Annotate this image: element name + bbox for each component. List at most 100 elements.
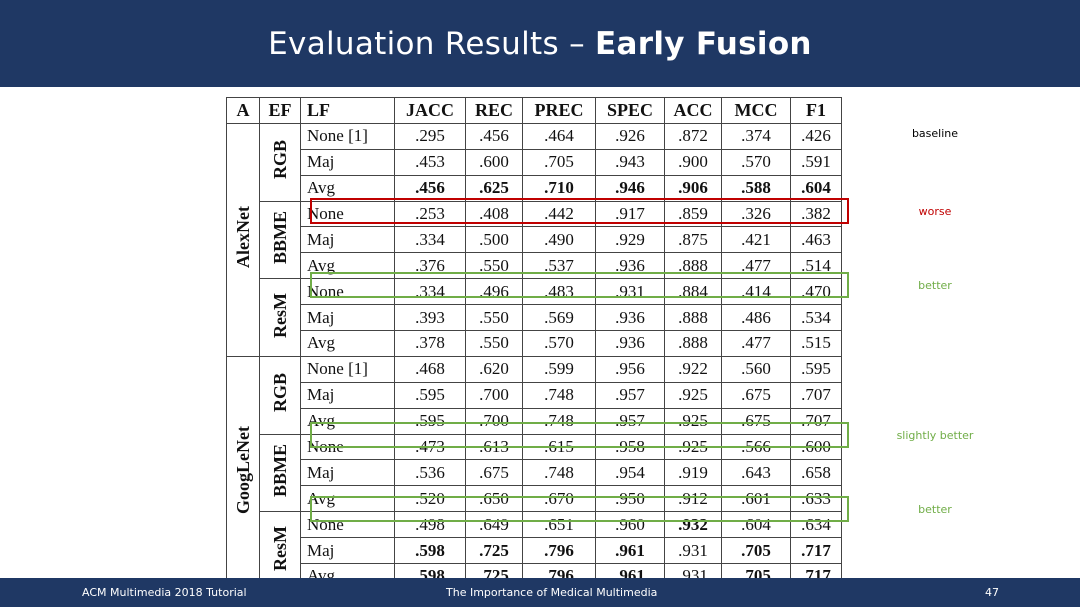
metric-cell: .595 bbox=[394, 407, 466, 435]
metric-cell: .649 bbox=[465, 511, 523, 539]
metric-cell: .748 bbox=[522, 381, 596, 409]
ef-cell: ResM bbox=[259, 278, 301, 357]
lf-cell: Maj bbox=[300, 304, 395, 332]
footer-bar: ACM Multimedia 2018 Tutorial The Importa… bbox=[0, 578, 1080, 607]
metric-cell: .957 bbox=[595, 407, 665, 435]
architecture-label: GoogLeNet bbox=[232, 426, 253, 515]
metric-cell: .922 bbox=[664, 355, 722, 383]
metric-cell: .376 bbox=[394, 252, 466, 280]
metric-cell: .710 bbox=[522, 174, 596, 202]
metric-cell: .700 bbox=[465, 381, 523, 409]
lf-cell: None bbox=[300, 511, 395, 539]
header-a: A bbox=[226, 97, 260, 124]
header-f1: F1 bbox=[790, 97, 842, 124]
header-rec: REC bbox=[465, 97, 523, 124]
metric-cell: .468 bbox=[394, 355, 466, 383]
metric-cell: .477 bbox=[721, 330, 791, 357]
metric-cell: .421 bbox=[721, 226, 791, 254]
metric-cell: .560 bbox=[721, 355, 791, 383]
metric-cell: .490 bbox=[522, 226, 596, 254]
ef-label: BBME bbox=[269, 443, 290, 497]
metric-cell: .498 bbox=[394, 511, 466, 539]
metric-cell: .961 bbox=[595, 537, 665, 565]
note-baseline: baseline bbox=[911, 127, 959, 140]
metric-cell: .705 bbox=[721, 537, 791, 565]
metric-cell: .536 bbox=[394, 459, 466, 487]
metric-cell: .725 bbox=[465, 537, 523, 565]
metric-cell: .888 bbox=[664, 330, 722, 357]
metric-cell: .748 bbox=[522, 459, 596, 487]
ef-label: RGB bbox=[269, 373, 290, 413]
ef-cell: RGB bbox=[259, 122, 301, 202]
metric-cell: .931 bbox=[595, 278, 665, 306]
metric-cell: .872 bbox=[664, 122, 722, 150]
metric-cell: .956 bbox=[595, 355, 665, 383]
metric-cell: .486 bbox=[721, 304, 791, 332]
metric-cell: .591 bbox=[790, 148, 842, 176]
table-row: ResM None .334.496.483.931.884.414.470 bbox=[227, 278, 842, 357]
footer-left: ACM Multimedia 2018 Tutorial bbox=[82, 586, 247, 599]
metric-cell: .884 bbox=[664, 278, 722, 306]
metric-cell: .960 bbox=[595, 511, 665, 539]
lf-cell: Avg bbox=[300, 330, 395, 357]
metric-cell: .463 bbox=[790, 226, 842, 254]
metric-cell: .464 bbox=[522, 122, 596, 150]
metric-cell: .515 bbox=[790, 330, 842, 357]
note-slightly-better: slightly better bbox=[896, 429, 974, 442]
metric-cell: .496 bbox=[465, 278, 523, 306]
metric-cell: .550 bbox=[465, 304, 523, 332]
ef-cell: BBME bbox=[259, 433, 301, 513]
metric-cell: .931 bbox=[664, 537, 722, 565]
table-row: GoogLeNet RGB None [1] .468.620.599.956.922… bbox=[226, 355, 842, 590]
note-better-googlenet: better bbox=[918, 503, 952, 516]
lf-cell: Maj bbox=[300, 381, 395, 409]
ef-label: BBME bbox=[269, 210, 290, 264]
metric-cell: .570 bbox=[522, 330, 596, 357]
metric-cell: .875 bbox=[664, 226, 722, 254]
table-row: Avg .520.650.670.950.912.601.633 bbox=[227, 485, 842, 513]
ef-label: RGB bbox=[269, 140, 290, 180]
metric-cell: .334 bbox=[394, 226, 466, 254]
metric-cell: .925 bbox=[664, 407, 722, 435]
metric-cell: .595 bbox=[394, 381, 466, 409]
ef-label: ResM bbox=[269, 525, 290, 571]
highlight-worse-box bbox=[310, 198, 849, 224]
metric-cell: .675 bbox=[465, 459, 523, 487]
note-better-alexnet: better bbox=[918, 279, 952, 292]
metric-cell: .500 bbox=[465, 226, 523, 254]
metric-cell: .705 bbox=[522, 148, 596, 176]
metric-cell: .943 bbox=[595, 148, 665, 176]
metric-cell: .470 bbox=[790, 278, 842, 306]
highlight-better-box-googlenet bbox=[310, 496, 849, 522]
metric-cell: .651 bbox=[522, 511, 596, 539]
metric-cell: .925 bbox=[664, 381, 722, 409]
metric-cell: .670 bbox=[522, 485, 596, 513]
metric-cell: .717 bbox=[790, 537, 842, 565]
ef-cell: RGB bbox=[259, 355, 301, 435]
metric-cell: .550 bbox=[465, 330, 523, 357]
metric-cell: .588 bbox=[721, 174, 791, 202]
footer-center: The Importance of Medical Multimedia bbox=[446, 586, 658, 599]
metric-cell: .919 bbox=[664, 459, 722, 487]
header-lf: LF bbox=[300, 97, 395, 124]
metric-cell: .633 bbox=[790, 485, 842, 513]
metric-cell: .453 bbox=[394, 148, 466, 176]
results-table: A EF LF JACC REC PREC SPEC ACC MCC F1 Al… bbox=[226, 97, 842, 590]
lf-cell: Maj bbox=[300, 537, 395, 565]
page-number: 47 bbox=[985, 586, 999, 599]
title-bar: Evaluation Results – Early Fusion bbox=[0, 0, 1080, 87]
table-row: Avg .595.700.748.957.925.675.707 bbox=[227, 407, 842, 435]
table-row: Maj .334.500.490.929.875.421.463 bbox=[227, 226, 842, 254]
header-acc: ACC bbox=[664, 97, 722, 124]
table-row: Maj .393.550.569.936.888.486.534 bbox=[227, 304, 842, 332]
table-row: Avg .378.550.570.936.888.477.515 bbox=[227, 330, 842, 357]
metric-cell: .954 bbox=[595, 459, 665, 487]
metric-cell: .675 bbox=[721, 407, 791, 435]
table-header-row: A EF LF JACC REC PREC SPEC ACC MCC F1 bbox=[226, 97, 842, 124]
metric-cell: .426 bbox=[790, 122, 842, 150]
metric-cell: .456 bbox=[394, 174, 466, 202]
metric-cell: .456 bbox=[465, 122, 523, 150]
ef-cell: ResM bbox=[259, 511, 301, 590]
lf-cell: Maj bbox=[300, 226, 395, 254]
metric-cell: .707 bbox=[790, 407, 842, 435]
